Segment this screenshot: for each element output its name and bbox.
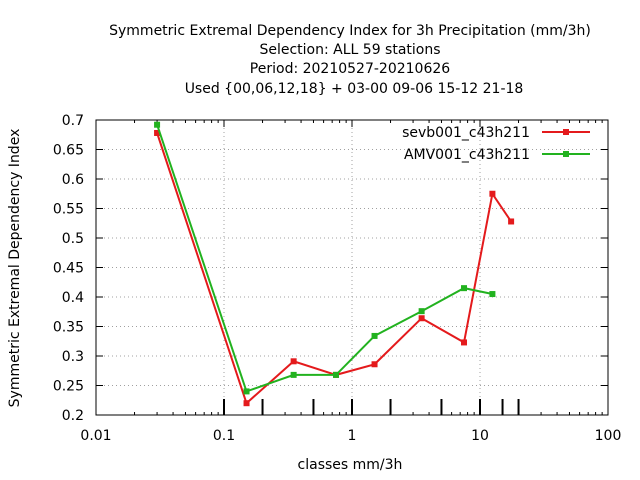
- legend-label: AMV001_c43h211: [404, 147, 530, 163]
- legend: sevb001_c43h211 AMV001_c43h211: [402, 125, 590, 163]
- y-tick-label: 0.35: [53, 320, 84, 336]
- x-tick-label: 0.1: [213, 428, 235, 444]
- y-axis-label: Symmetric Extremal Dependency Index: [7, 129, 23, 408]
- grid: [96, 120, 608, 415]
- y-tick-label: 0.25: [53, 379, 84, 395]
- legend-label: sevb001_c43h211: [402, 125, 530, 141]
- data-point: [243, 400, 250, 407]
- y-tick-label: 0.55: [53, 202, 84, 218]
- x-tick-label: 10: [471, 428, 489, 444]
- data-point: [371, 361, 378, 368]
- data-point: [489, 291, 496, 298]
- class-ticks: [223, 399, 520, 415]
- axis-ticks: 0.2 0.25 0.3 0.35 0.4 0.45 0.5 0.55 0.6 0.65 0.7 0.…: [53, 113, 622, 444]
- x-tick-label: 0.01: [80, 428, 111, 444]
- y-tick-label: 0.7: [62, 113, 84, 129]
- data-point: [333, 371, 340, 378]
- data-point: [461, 339, 468, 346]
- x-tick-label: 1: [348, 428, 357, 444]
- data-point: [290, 358, 297, 365]
- series-line: [156, 124, 493, 393]
- title-line-4: Used {00,06,12,18} + 03-00 09-06 15-12 2…: [185, 81, 524, 97]
- series-2: [154, 121, 496, 395]
- legend-marker: [563, 151, 569, 157]
- series-line: [156, 132, 512, 405]
- series-1: [154, 129, 515, 407]
- title-line-2: Selection: ALL 59 stations: [259, 42, 440, 58]
- series-group: [154, 121, 515, 407]
- title-line-1: Symmetric Extremal Dependency Index for …: [109, 23, 591, 39]
- data-point: [290, 371, 297, 378]
- y-tick-label: 0.4: [62, 290, 84, 306]
- data-point: [243, 388, 250, 395]
- data-point: [489, 190, 496, 197]
- title-line-3: Period: 20210527-20210626: [250, 61, 450, 77]
- y-tick-label: 0.65: [53, 143, 84, 159]
- x-axis-label: classes mm/3h: [298, 457, 403, 473]
- y-tick-label: 0.5: [62, 231, 84, 247]
- data-point: [418, 315, 425, 322]
- y-tick-label: 0.3: [62, 349, 84, 365]
- data-point: [154, 129, 161, 136]
- data-point: [461, 285, 468, 292]
- y-tick-label: 0.2: [62, 408, 84, 424]
- data-point: [154, 121, 161, 128]
- x-tick-label: 100: [595, 428, 622, 444]
- y-tick-label: 0.45: [53, 261, 84, 277]
- chart-title: Symmetric Extremal Dependency Index for …: [109, 23, 591, 97]
- legend-marker: [563, 129, 569, 135]
- plot-frame: [95, 119, 609, 416]
- data-point: [418, 308, 425, 315]
- y-tick-label: 0.6: [62, 172, 84, 188]
- data-point: [508, 218, 515, 225]
- data-point: [371, 332, 378, 339]
